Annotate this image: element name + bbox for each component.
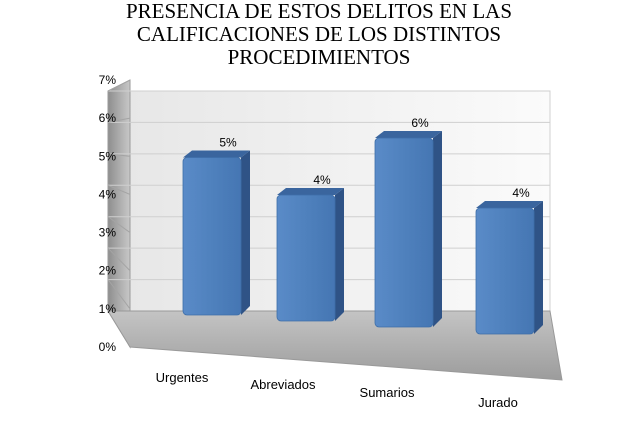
title-line-3: PROCEDIMIENTOS — [227, 45, 411, 69]
bar-2 — [276, 188, 344, 322]
bar-top — [476, 201, 543, 208]
bar-top — [277, 188, 344, 195]
gridline-side — [107, 216, 131, 233]
bar-top — [375, 131, 442, 138]
title-line-1: PRESENCIA DE ESTOS DELITOS EN LAS — [125, 0, 512, 23]
gridline-side — [107, 117, 131, 123]
bar-front — [475, 207, 535, 335]
x-category-label: Urgentes — [156, 370, 209, 385]
gridline-side — [107, 79, 131, 92]
y-tick-label: 1% — [99, 302, 117, 316]
x-category-label: Sumarios — [360, 385, 415, 400]
y-tick-label: 7% — [99, 73, 117, 87]
bar-side — [335, 188, 344, 321]
chart-title: PRESENCIA DE ESTOS DELITOS EN LAS CALIFI… — [0, 0, 638, 69]
gridline-side — [107, 247, 131, 272]
gridline-side — [107, 184, 131, 195]
y-tick-label: 2% — [99, 264, 117, 278]
gridline-side — [107, 279, 131, 310]
data-label: 4% — [512, 186, 530, 200]
y-tick-label: 6% — [99, 111, 117, 125]
data-label: 4% — [313, 173, 331, 187]
bar-3 — [374, 131, 442, 328]
x-category-label: Abreviados — [250, 377, 316, 392]
gridline-side — [107, 153, 131, 157]
y-tick-label: 4% — [99, 187, 117, 201]
data-label: 6% — [411, 116, 429, 130]
bar-side — [534, 201, 543, 334]
title-line-2: CALIFICACIONES DE LOS DISTINTOS — [136, 22, 502, 46]
bar-front — [374, 137, 434, 328]
x-category-label: Jurado — [478, 395, 518, 410]
bar-side — [433, 131, 442, 327]
bar-side — [241, 150, 250, 315]
y-tick-label: 5% — [99, 149, 117, 163]
bar-front — [182, 157, 242, 316]
bar-4 — [475, 201, 543, 335]
bar-top — [183, 150, 250, 158]
bar-front — [276, 194, 336, 322]
y-tick-label: 3% — [99, 226, 117, 240]
bar-1 — [182, 150, 250, 316]
y-tick-label: 0% — [99, 340, 117, 354]
data-label: 5% — [219, 136, 237, 150]
